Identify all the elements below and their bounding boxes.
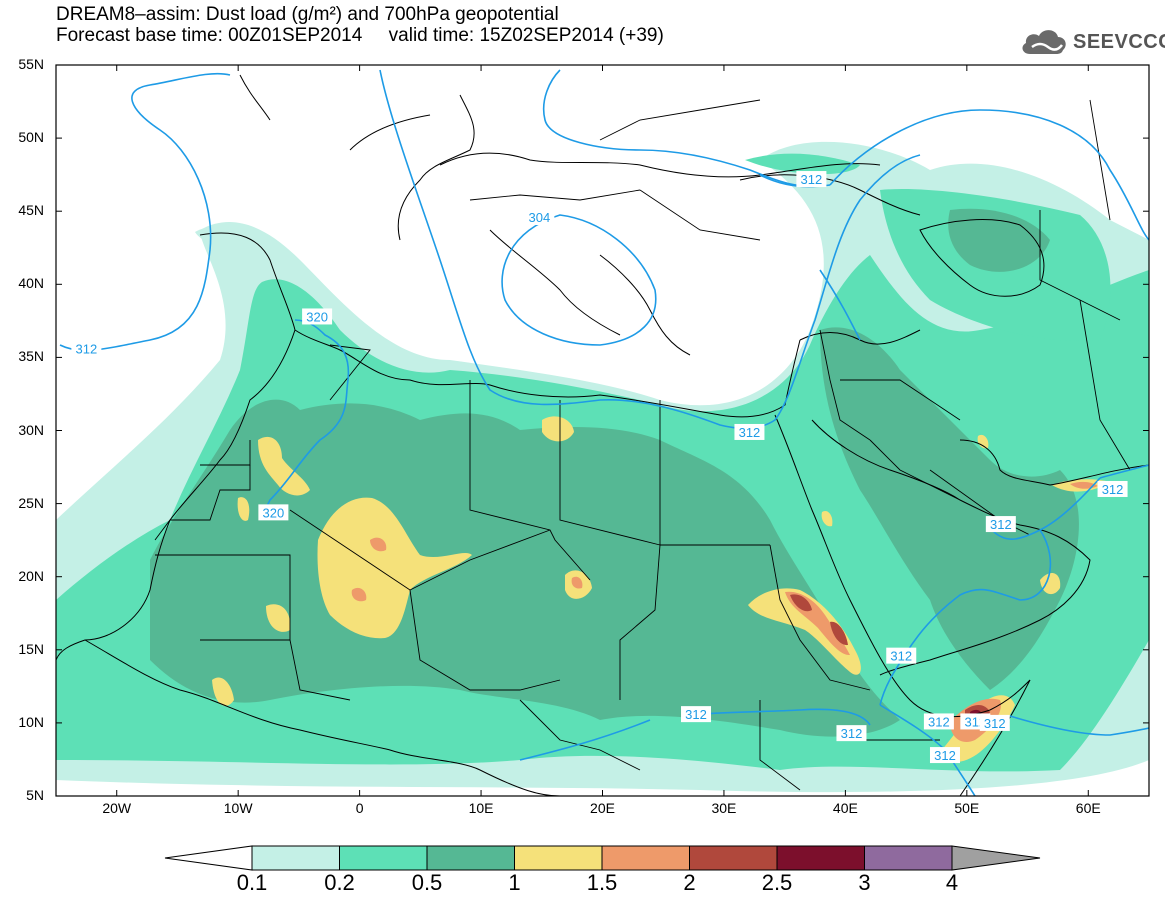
- geopotential-contours: [59, 69, 1149, 796]
- colorbar-segment: [864, 845, 953, 871]
- svg-text:312: 312: [841, 726, 863, 741]
- lat-label: 45N: [18, 202, 44, 219]
- svg-text:312: 312: [1102, 482, 1124, 497]
- contour-label: 312: [979, 714, 1010, 731]
- colorbar-tick-label: 3: [858, 870, 871, 895]
- contour-label: 312: [886, 647, 917, 664]
- country-borders: [154, 99, 1131, 791]
- contour-label: 312: [71, 340, 102, 357]
- lat-label: 35N: [18, 348, 44, 365]
- lat-label: 15N: [18, 640, 44, 657]
- lon-label: 20E: [590, 800, 615, 816]
- map-area: 312 320 320 304 312 312 312 312 312 312 312 312 312 3…: [56, 65, 1149, 796]
- lon-label: 10W: [223, 800, 253, 816]
- colorbar-low-arrow: [164, 845, 253, 871]
- contour-label: 312: [985, 516, 1016, 533]
- svg-text:312: 312: [934, 748, 956, 763]
- coastlines: [56, 74, 1149, 796]
- map-subtitle: Forecast base time: 00Z01SEP2014 valid t…: [56, 25, 664, 46]
- colorbar-segment: [251, 845, 340, 871]
- lon-label: 60E: [1075, 800, 1101, 816]
- svg-text:312: 312: [685, 707, 707, 722]
- contour-label: 312: [929, 747, 960, 764]
- contour-label: 312: [681, 706, 712, 723]
- colorbar-tick-label: 0.5: [411, 870, 443, 895]
- colorbar-segment: [514, 845, 603, 871]
- contour-label: 312: [734, 423, 765, 440]
- lat-label: 10N: [18, 713, 44, 730]
- lon-label: 10E: [468, 800, 494, 816]
- svg-text:312: 312: [990, 517, 1012, 532]
- dust-band-0.5: [150, 208, 1079, 737]
- colorbar-tick-label: 1: [508, 870, 521, 895]
- contour-labels: 312 320 320 304 312 312 312 312 312 312 312 312 312 3…: [71, 171, 1128, 764]
- seevccc-logo: SEEVCCC: [1018, 24, 1165, 60]
- logo-text: SEEVCCC: [1073, 31, 1165, 53]
- colorbar-tick-label: 4: [945, 870, 959, 895]
- lat-label: 20N: [18, 567, 44, 584]
- colorbar-segment: [601, 845, 690, 871]
- contour-label: 312: [796, 171, 827, 188]
- colorbar-segment: [776, 845, 865, 871]
- map-title: DREAM8–assim: Dust load (g/m²) and 700hP…: [56, 4, 559, 25]
- svg-text:312: 312: [984, 716, 1006, 731]
- axis-ticks: [56, 64, 1149, 797]
- contour-label: 312: [923, 713, 954, 730]
- svg-text:312: 312: [890, 649, 912, 664]
- svg-text:312: 312: [739, 425, 761, 440]
- contour-label: 312: [836, 725, 867, 742]
- lat-label: 5N: [26, 787, 44, 803]
- lat-label: 40N: [18, 275, 44, 292]
- lon-label: 50E: [954, 800, 980, 816]
- colorbar: [164, 845, 1041, 871]
- contour-label: 320: [302, 308, 333, 325]
- svg-text:312: 312: [801, 172, 823, 187]
- lat-label: 25N: [18, 494, 44, 511]
- contour-label: 320: [258, 504, 289, 521]
- lat-label: 50N: [18, 129, 44, 146]
- colorbar-segment: [339, 845, 428, 871]
- colorbar-segment: [689, 845, 778, 871]
- lat-label: 55N: [18, 56, 44, 72]
- lon-label: 30E: [711, 800, 737, 816]
- colorbar-tick-label: 1.5: [586, 870, 618, 895]
- contour-label: 312: [1097, 480, 1128, 497]
- colorbar-tick-label: 2: [683, 870, 696, 895]
- svg-text:312: 312: [76, 342, 98, 357]
- svg-text:320: 320: [263, 505, 285, 520]
- cloud-icon: [1022, 30, 1066, 54]
- svg-text:304: 304: [528, 210, 550, 225]
- colorbar-tick-label: 0.2: [324, 870, 355, 895]
- svg-text:320: 320: [306, 309, 328, 324]
- lon-label: 20W: [102, 800, 132, 816]
- colorbar-tick-label: 2.5: [761, 870, 793, 895]
- colorbar-tick-label: 0.1: [236, 870, 268, 895]
- colorbar-high-arrow: [951, 845, 1041, 871]
- svg-text:312: 312: [928, 714, 950, 729]
- lat-label: 30N: [18, 421, 44, 438]
- lon-label: 0: [355, 800, 364, 816]
- lon-label: 40E: [832, 800, 858, 816]
- contour-label: 304: [524, 209, 555, 226]
- colorbar-segment: [426, 845, 515, 871]
